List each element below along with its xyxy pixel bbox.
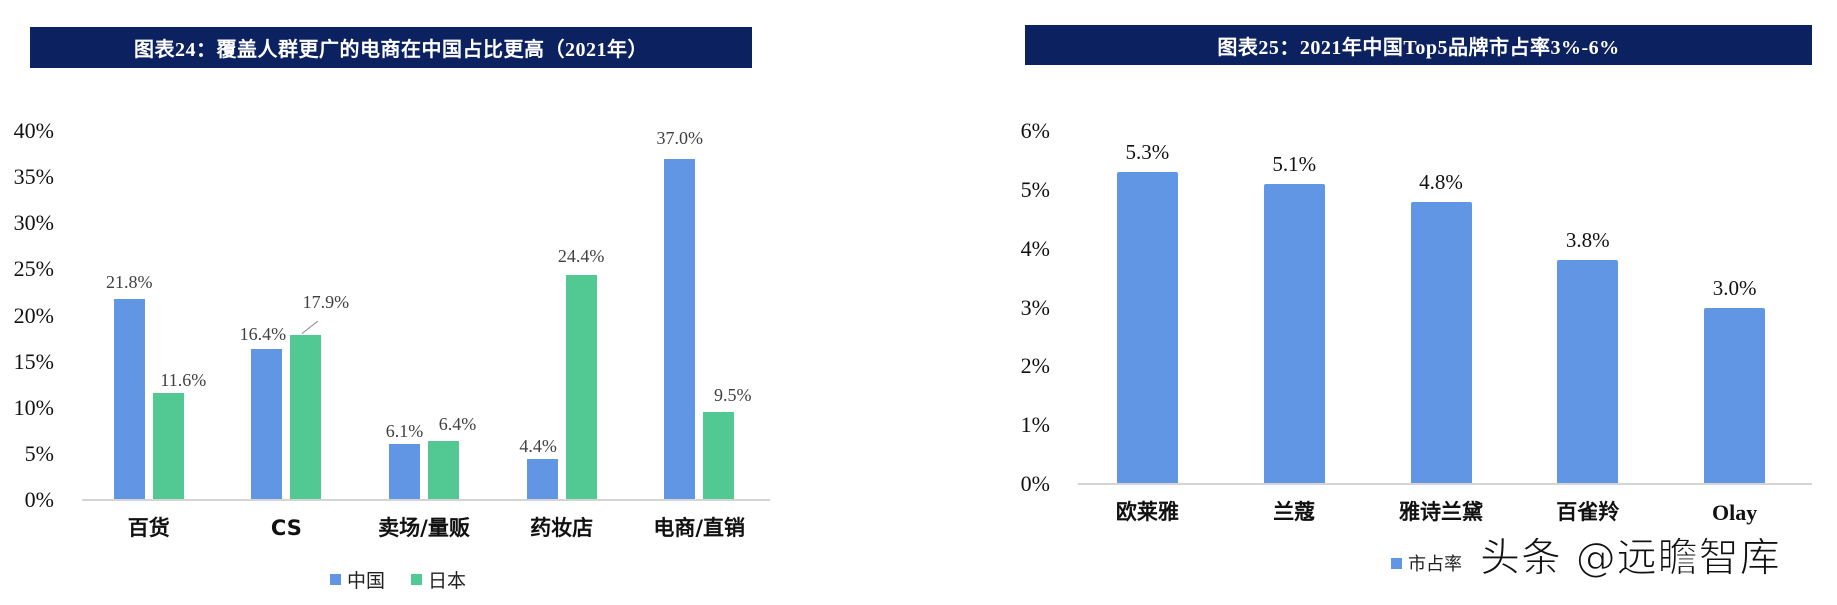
y-tick-label: 3% bbox=[1020, 294, 1050, 320]
x-category-label: 卖场/量贩 bbox=[378, 516, 470, 540]
left-x-axis-line bbox=[82, 499, 770, 501]
y-tick-label: 40% bbox=[13, 118, 54, 143]
x-category-label: 雅诗兰黛 bbox=[1399, 500, 1483, 524]
legend-swatch-share bbox=[1391, 557, 1402, 569]
y-tick-label: 1% bbox=[1020, 412, 1050, 438]
y-tick-label: 10% bbox=[13, 394, 54, 420]
watermark-text: 头条 @远瞻智库 bbox=[1480, 535, 1781, 581]
data-label: 3.0% bbox=[1712, 275, 1757, 300]
x-category-label: 药妆店 bbox=[530, 516, 594, 540]
y-tick-label: 2% bbox=[1020, 353, 1050, 379]
bar-china bbox=[664, 158, 696, 500]
y-tick-label: 15% bbox=[13, 348, 54, 374]
bar-market-share bbox=[1557, 260, 1619, 484]
data-label: 5.1% bbox=[1272, 151, 1317, 176]
y-tick-label: 0% bbox=[1020, 471, 1050, 496]
bar-china bbox=[113, 298, 145, 500]
right-chart-title: 图表25：2021年中国Top5品牌市占率3%-6% bbox=[1025, 25, 1812, 65]
left-chart-title: 图表24：覆盖人群更广的电商在中国占比更高（2021年） bbox=[30, 27, 752, 68]
y-tick-label: 5% bbox=[1020, 176, 1050, 202]
x-category-label: 兰蔻 bbox=[1273, 500, 1316, 524]
y-tick-label: 5% bbox=[24, 440, 54, 466]
legend-label-japan: 日本 bbox=[428, 570, 467, 592]
bar-china bbox=[389, 443, 420, 500]
bar-market-share bbox=[1116, 172, 1178, 484]
data-label: 37.0% bbox=[656, 127, 703, 148]
y-tick-label: 0% bbox=[24, 487, 54, 512]
y-tick-label: 6% bbox=[1020, 118, 1050, 143]
y-tick-label: 25% bbox=[13, 256, 54, 282]
label-leader-line bbox=[302, 320, 319, 334]
x-category-label: 百货 bbox=[127, 516, 170, 540]
data-label: 6.1% bbox=[385, 420, 424, 441]
legend-swatch-japan bbox=[411, 574, 423, 585]
data-label: 11.6% bbox=[160, 369, 207, 390]
y-tick-label: 4% bbox=[1020, 235, 1050, 261]
right-plot-area: 5.3% 5.1% 4.8% 3.8% 3.0% bbox=[1078, 131, 1812, 484]
bar-market-share bbox=[1704, 307, 1766, 484]
data-label: 21.8% bbox=[106, 271, 153, 292]
x-category-label: CS bbox=[270, 516, 302, 540]
bar-japan bbox=[703, 412, 735, 500]
bar-china bbox=[251, 348, 283, 500]
x-category-label: 欧莱雅 bbox=[1115, 500, 1179, 524]
y-tick-label: 30% bbox=[13, 210, 54, 236]
left-chart-panel: 图表24：覆盖人群更广的电商在中国占比更高（2021年） 40% 35% 30% 25… bbox=[0, 0, 900, 605]
left-legend: 中国 日本 bbox=[330, 566, 466, 593]
data-label: 17.9% bbox=[302, 291, 350, 312]
data-label: 24.4% bbox=[557, 245, 605, 266]
bar-japan bbox=[152, 393, 184, 500]
x-category-label: 电商/直销 bbox=[653, 516, 746, 540]
bar-market-share bbox=[1263, 183, 1325, 484]
x-category-label: 百雀羚 bbox=[1556, 500, 1620, 524]
data-label: 9.5% bbox=[713, 385, 752, 406]
data-label: 16.4% bbox=[239, 323, 287, 344]
y-tick-label: 35% bbox=[13, 164, 54, 190]
legend-label-china: 中国 bbox=[347, 570, 386, 592]
right-x-axis-line bbox=[1078, 483, 1812, 485]
left-plot-area: 21.8% 11.6% 16.4% 17.9% 6.1% 6.4% 4.4% 24.4% 37.… bbox=[82, 127, 770, 500]
y-tick-label: 20% bbox=[13, 302, 54, 328]
data-label: 6.4% bbox=[438, 413, 477, 434]
legend-swatch-china bbox=[330, 574, 341, 585]
x-category-label: Olay bbox=[1711, 500, 1758, 525]
right-legend: 市占率 bbox=[1391, 550, 1462, 576]
bar-japan bbox=[428, 440, 459, 500]
data-label: 4.8% bbox=[1419, 169, 1463, 194]
bar-china bbox=[526, 459, 558, 500]
data-label: 4.4% bbox=[519, 436, 557, 457]
bar-market-share bbox=[1410, 201, 1472, 484]
bar-japan bbox=[565, 274, 597, 500]
data-label: 5.3% bbox=[1125, 140, 1170, 165]
legend-label-share: 市占率 bbox=[1408, 554, 1462, 575]
data-label: 3.8% bbox=[1565, 228, 1610, 253]
bar-japan bbox=[290, 334, 322, 500]
